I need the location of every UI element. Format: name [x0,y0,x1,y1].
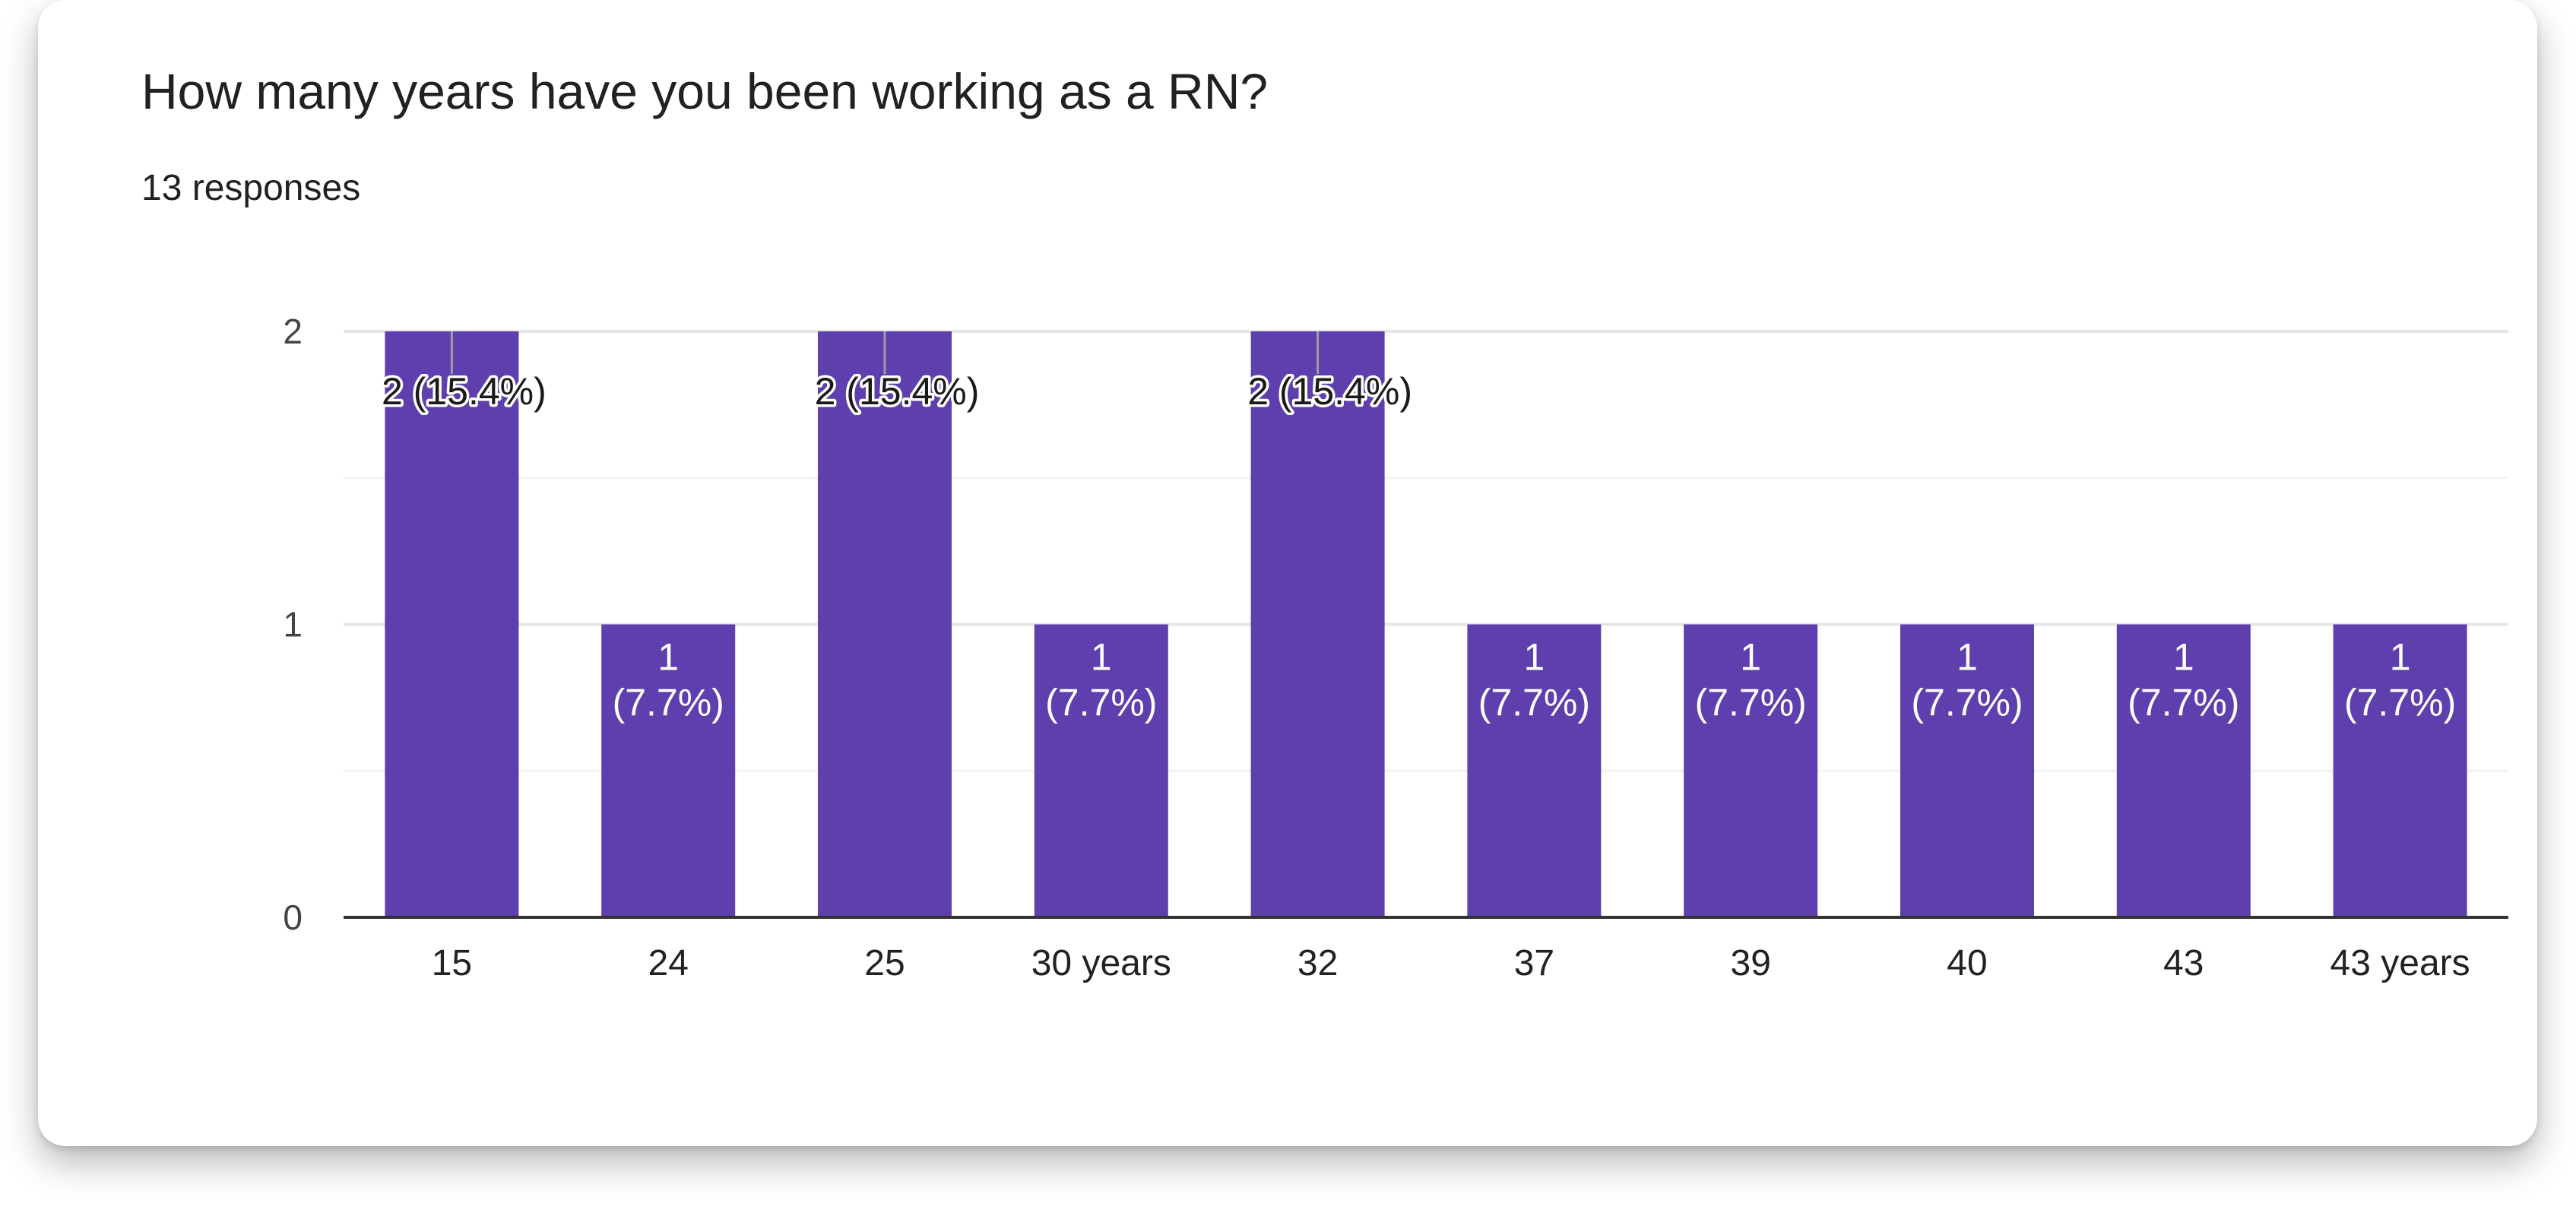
data-label: 2 (15.4%) [382,370,547,413]
data-labels: 2 (15.4%)1(7.7%)2 (15.4%)1(7.7%)2 (15.4%… [379,331,2456,724]
data-label: (7.7%) [2344,682,2456,724]
bar[interactable] [1684,624,1818,918]
data-label: (7.7%) [1911,682,2023,724]
bar[interactable] [1467,624,1602,918]
x-tick-label: 43 years [2330,943,2470,983]
axes: 0 1 2 15 24 25 30 years 32 37 39 40 43 43 years [283,312,2508,983]
data-label: 1 [2173,636,2194,679]
bar[interactable] [2333,624,2467,918]
y-tick-label: 0 [283,898,303,937]
x-tick-label: 43 [2163,943,2204,983]
x-tick-label: 15 [432,943,472,983]
data-label: 1 [1740,636,1761,679]
bars [385,331,2467,917]
data-label: (7.7%) [613,682,724,724]
bar[interactable] [601,624,736,918]
data-label: 1 [2390,636,2411,679]
x-tick-label: 24 [648,943,689,983]
x-tick-label: 40 [1947,943,1987,983]
data-label: 1 [1091,636,1112,679]
bar[interactable] [2116,624,2251,918]
x-tick-label: 25 [864,943,905,983]
bar[interactable] [818,331,952,917]
x-tick-label: 30 years [1031,943,1171,983]
bar[interactable] [385,331,519,917]
bar[interactable] [1034,624,1168,918]
y-tick-label: 2 [283,312,303,351]
data-label: 1 [1523,636,1545,679]
data-label: 2 (15.4%) [1247,370,1412,413]
data-label: 1 [1957,636,1978,679]
data-label: (7.7%) [1478,682,1590,724]
data-label: 1 [657,636,679,679]
data-label: (7.7%) [1045,682,1157,724]
data-label: (7.7%) [2128,682,2239,724]
question-title: How many years have you been working as … [141,63,1269,119]
x-tick-label: 37 [1514,943,1554,983]
bar[interactable] [1250,331,1385,917]
data-label: 2 (15.4%) [815,370,980,413]
response-count: 13 responses [141,168,361,208]
x-tick-label: 39 [1731,943,1771,983]
data-label: (7.7%) [1695,682,1807,724]
bar[interactable] [1900,624,2034,918]
x-tick-label: 32 [1298,943,1338,983]
y-tick-label: 1 [283,605,303,644]
